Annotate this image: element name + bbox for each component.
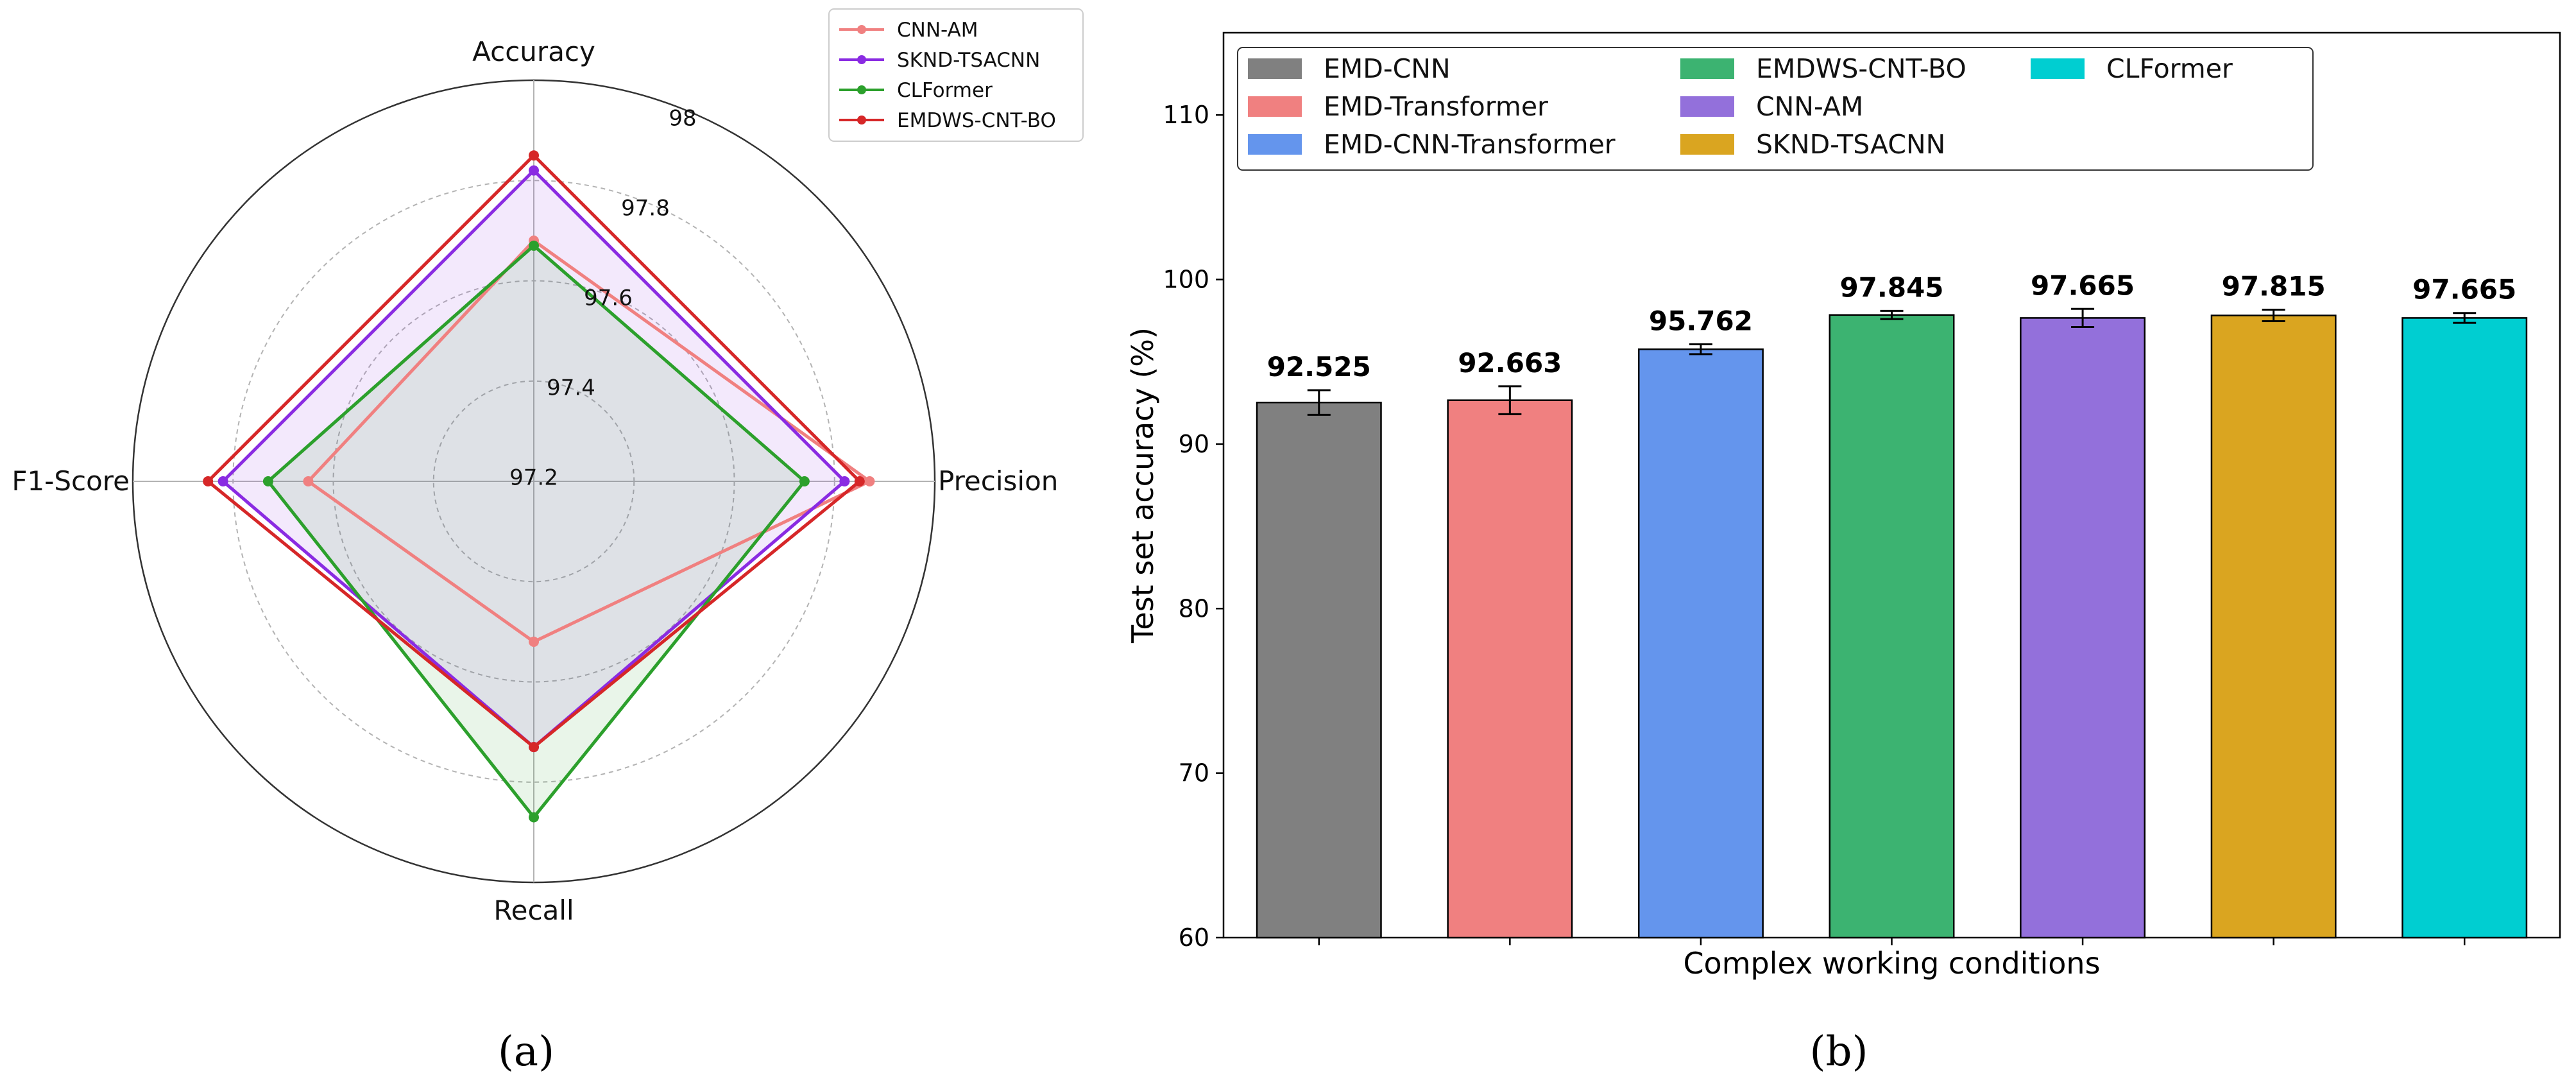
radar-point-clformer-accuracy [529, 240, 539, 251]
legend-swatch-clformer [2031, 58, 2085, 79]
legend-label-emdws-cnt-bo: EMDWS-CNT-BO [897, 109, 1056, 132]
value-label-clformer: 97.665 [2412, 274, 2516, 305]
legend-label-cnn-am: CNN-AM [1756, 91, 1863, 122]
radar-fill-sknd-tsacnn [223, 170, 845, 748]
radar-point-cnn-am-precision [864, 476, 875, 486]
radar-point-sknd-tsacnn-f1-score [218, 476, 228, 486]
legend-swatch-emd-cnn-transformer [1248, 134, 1302, 155]
legend-label-emd-cnn: EMD-CNN [1324, 53, 1451, 84]
radar-axis-label-precision: Precision [938, 465, 1058, 497]
radar-axis-label-recall: Recall [493, 895, 574, 926]
legend-swatch-emdws-cnt-bo [1680, 58, 1734, 79]
radar-fill-clformer [268, 245, 805, 818]
radar-point-clformer-precision [799, 476, 810, 486]
radar-point-emdws-cnt-bo-f1-score [203, 476, 214, 486]
radar-point-cnn-am-recall [529, 637, 539, 647]
legend-marker-emdws-cnt-bo [857, 116, 866, 125]
y-tick-label-80: 80 [1179, 594, 1209, 623]
y-tick-label-100: 100 [1163, 266, 1209, 294]
y-tick-label-60: 60 [1179, 923, 1209, 952]
x-axis-label: Complex working conditions [1683, 946, 2100, 981]
y-axis-label: Test set accuracy (%) [1125, 327, 1160, 644]
legend-marker-cnn-am [857, 25, 866, 34]
bar-emd-cnn-transformer [1637, 348, 1764, 939]
radar-ring-label: 97.2 [509, 465, 558, 491]
radar-point-clformer-f1-score [262, 476, 273, 486]
legend-marker-clformer [857, 85, 866, 94]
y-tick-label-90: 90 [1179, 430, 1209, 458]
radar-point-emdws-cnt-bo-recall [529, 742, 539, 753]
panel-label-b: (b) [1810, 1028, 1868, 1076]
radar-chart: 97.2 97.4 97.6 97.8 98 Accuracy Precision Recal… [12, 8, 1084, 1076]
radar-point-cnn-am-f1-score [303, 476, 314, 486]
y-tick-label-110: 110 [1163, 101, 1209, 129]
legend-label-cnn-am: CNN-AM [897, 19, 978, 42]
radar-legend-box [828, 8, 1084, 142]
radar-point-emdws-cnt-bo-precision [854, 476, 865, 486]
bar-clformer [2401, 317, 2528, 939]
value-label-emd-cnn: 92.525 [1267, 351, 1371, 382]
radar-point-emdws-cnt-bo-accuracy [529, 150, 539, 161]
legend-swatch-cnn-am [1680, 96, 1734, 117]
legend-label-clformer: CLFormer [897, 79, 993, 102]
legend-label-sknd-tsacnn: SKND-TSACNN [1756, 129, 1945, 160]
y-tick-label-70: 70 [1179, 759, 1209, 787]
legend-label-emd-transformer: EMD-Transformer [1324, 91, 1548, 122]
legend-label-emdws-cnt-bo: EMDWS-CNT-BO [1756, 53, 1966, 84]
radar-ring-label: 97.4 [547, 375, 595, 400]
legend-swatch-sknd-tsacnn [1680, 134, 1734, 155]
radar-point-clformer-recall [529, 812, 539, 823]
legend-marker-sknd-tsacnn [857, 55, 866, 64]
bar-emd-transformer [1447, 399, 1573, 939]
value-label-emd-cnn-transformer: 95.762 [1649, 305, 1753, 337]
legend-swatch-emd-cnn [1248, 58, 1302, 79]
value-label-emdws-cnt-bo: 97.845 [1839, 271, 1943, 303]
radar-point-sknd-tsacnn-precision [839, 476, 850, 486]
value-label-cnn-am: 97.665 [2031, 270, 2135, 301]
radar-axis-label-accuracy: Accuracy [472, 36, 595, 67]
legend-label-clformer: CLFormer [2106, 53, 2233, 84]
legend-swatch-emd-transformer [1248, 96, 1302, 117]
radar-axis-label-f1-score: F1-Score [12, 465, 130, 497]
value-label-sknd-tsacnn: 97.815 [2222, 271, 2326, 302]
panel-label-a: (a) [498, 1028, 554, 1076]
bar-emd-cnn [1256, 401, 1382, 939]
legend-label-sknd-tsacnn: SKND-TSACNN [897, 49, 1040, 72]
radar-point-sknd-tsacnn-accuracy [529, 165, 539, 176]
bar-emdws-cnt-bo [1829, 314, 1955, 939]
radar-ring-label: 97.8 [621, 195, 670, 221]
bar-sknd-tsacnn [2210, 314, 2337, 939]
value-label-emd-transformer: 92.663 [1458, 347, 1562, 379]
radar-ring-label: 97.6 [584, 285, 633, 311]
radar-ring-label: 98 [669, 105, 696, 131]
legend-label-emd-cnn-transformer: EMD-CNN-Transformer [1324, 129, 1616, 160]
bar-chart: 60 70 80 90 100 110 92.525 92.663 95.762 97.845 97… [1125, 31, 2561, 1076]
bar-cnn-am [2020, 317, 2146, 939]
